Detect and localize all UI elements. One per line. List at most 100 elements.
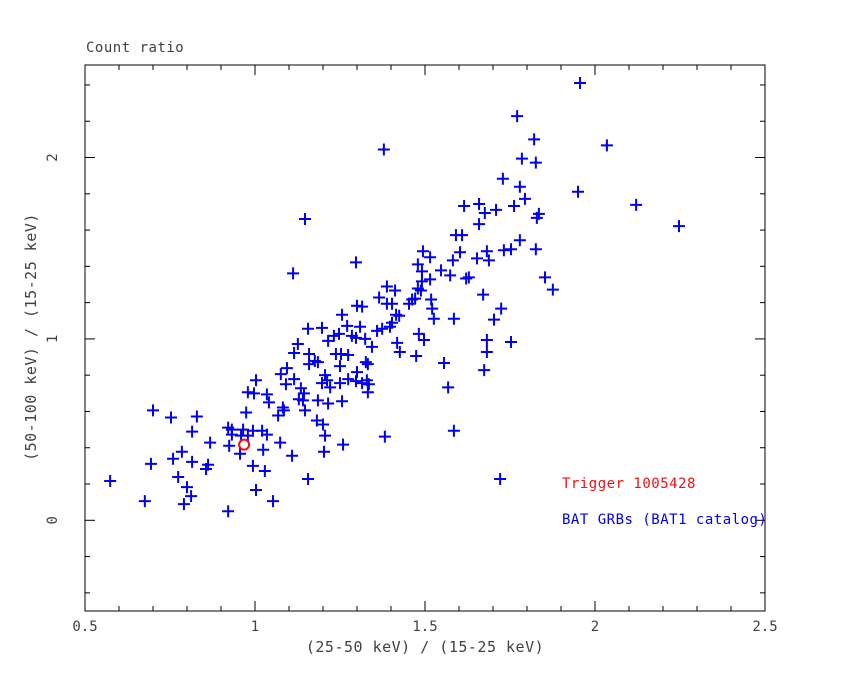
data-point-plus xyxy=(444,269,457,282)
data-point-plus xyxy=(438,357,451,370)
data-point-plus xyxy=(165,411,178,424)
data-point-plus xyxy=(354,320,367,333)
data-point-plus xyxy=(505,335,518,348)
data-point-plus xyxy=(403,297,416,310)
data-point-plus xyxy=(311,394,324,407)
trigger-point-circle xyxy=(238,438,251,451)
data-point-plus xyxy=(515,152,528,165)
plot-title: Count ratio xyxy=(86,40,185,56)
data-point-plus xyxy=(342,373,355,386)
data-point-plus xyxy=(288,373,301,386)
data-point-plus xyxy=(539,271,552,284)
data-point-plus xyxy=(260,428,273,441)
data-point-plus xyxy=(427,312,440,325)
data-point-plus xyxy=(447,424,460,437)
data-point-plus xyxy=(336,395,349,408)
data-point-plus xyxy=(458,199,471,212)
data-point-plus xyxy=(393,309,406,322)
data-point-plus xyxy=(480,333,493,346)
data-point-plus xyxy=(359,356,372,369)
data-point-plus xyxy=(250,484,263,497)
data-point-plus xyxy=(473,197,486,210)
data-point-plus xyxy=(415,275,428,288)
data-point-plus xyxy=(277,404,290,417)
data-point-plus xyxy=(335,347,348,360)
data-point-plus xyxy=(274,368,287,381)
data-point-plus xyxy=(296,394,309,407)
data-point-plus xyxy=(297,387,310,400)
data-point-plus xyxy=(518,192,531,205)
data-point-plus xyxy=(373,291,386,304)
data-point-plus xyxy=(327,329,340,342)
data-point-plus xyxy=(167,452,180,465)
data-point-plus xyxy=(530,211,543,224)
data-point-plus xyxy=(362,378,375,391)
data-point-plus xyxy=(391,336,404,349)
data-point-plus xyxy=(361,386,374,399)
data-point-plus xyxy=(349,256,362,269)
y-tick-label: 1 xyxy=(45,335,61,343)
data-point-plus xyxy=(529,243,542,256)
data-point-plus xyxy=(393,345,406,358)
legend-trigger-label: Trigger 1005428 xyxy=(562,476,696,492)
data-point-plus xyxy=(303,358,316,371)
data-point-plus xyxy=(462,271,475,284)
data-point-plus xyxy=(272,409,285,422)
data-point-plus xyxy=(490,203,503,216)
data-point-plus xyxy=(380,280,393,293)
data-point-plus xyxy=(529,156,542,169)
data-point-plus xyxy=(426,302,439,315)
data-point-plus xyxy=(186,425,199,438)
data-point-plus xyxy=(349,375,362,388)
data-point-plus xyxy=(302,322,315,335)
data-point-plus xyxy=(177,498,190,511)
data-point-plus xyxy=(376,322,389,335)
data-point-plus xyxy=(409,292,422,305)
data-point-plus xyxy=(291,337,304,350)
data-point-plus xyxy=(480,245,493,258)
data-point-plus xyxy=(144,457,157,470)
data-point-plus xyxy=(250,374,263,387)
data-point-plus xyxy=(286,449,299,462)
data-point-plus xyxy=(186,455,199,468)
data-point-plus xyxy=(267,495,280,508)
data-point-plus xyxy=(258,464,271,477)
data-point-plus xyxy=(473,218,486,231)
data-point-plus xyxy=(262,396,275,409)
data-point-plus xyxy=(336,308,349,321)
data-point-plus xyxy=(104,474,117,487)
data-point-plus xyxy=(298,404,311,417)
data-point-plus xyxy=(322,397,335,410)
data-point-plus xyxy=(223,439,236,452)
x-tick-label: 2 xyxy=(591,619,599,635)
data-point-plus xyxy=(371,324,384,337)
data-point-plus xyxy=(386,316,399,329)
data-point-plus xyxy=(246,459,259,472)
data-point-plus xyxy=(349,331,362,344)
data-point-plus xyxy=(513,180,526,193)
data-point-plus xyxy=(241,386,254,399)
legend-catalog-label: BAT GRBs (BAT1 catalog) xyxy=(562,512,768,528)
data-point-plus xyxy=(288,347,301,360)
data-point-plus xyxy=(319,429,332,442)
data-point-plus xyxy=(434,264,447,277)
data-point-plus xyxy=(508,199,521,212)
data-point-plus xyxy=(411,258,424,271)
data-point-plus xyxy=(234,447,247,460)
data-point-plus xyxy=(410,349,423,362)
data-point-plus xyxy=(342,349,355,362)
data-point-plus xyxy=(417,333,430,346)
data-point-plus xyxy=(456,229,469,242)
data-point-plus xyxy=(460,272,473,285)
data-point-plus xyxy=(287,267,300,280)
x-tick-label: 2.5 xyxy=(752,619,777,635)
data-point-plus xyxy=(308,355,321,368)
data-point-plus xyxy=(454,246,467,259)
data-point-plus xyxy=(241,429,254,442)
x-axis-label: (25-50 keV) / (15-25 keV) xyxy=(305,638,545,656)
data-point-plus xyxy=(302,472,315,485)
data-point-plus xyxy=(442,381,455,394)
data-point-plus xyxy=(425,293,438,306)
